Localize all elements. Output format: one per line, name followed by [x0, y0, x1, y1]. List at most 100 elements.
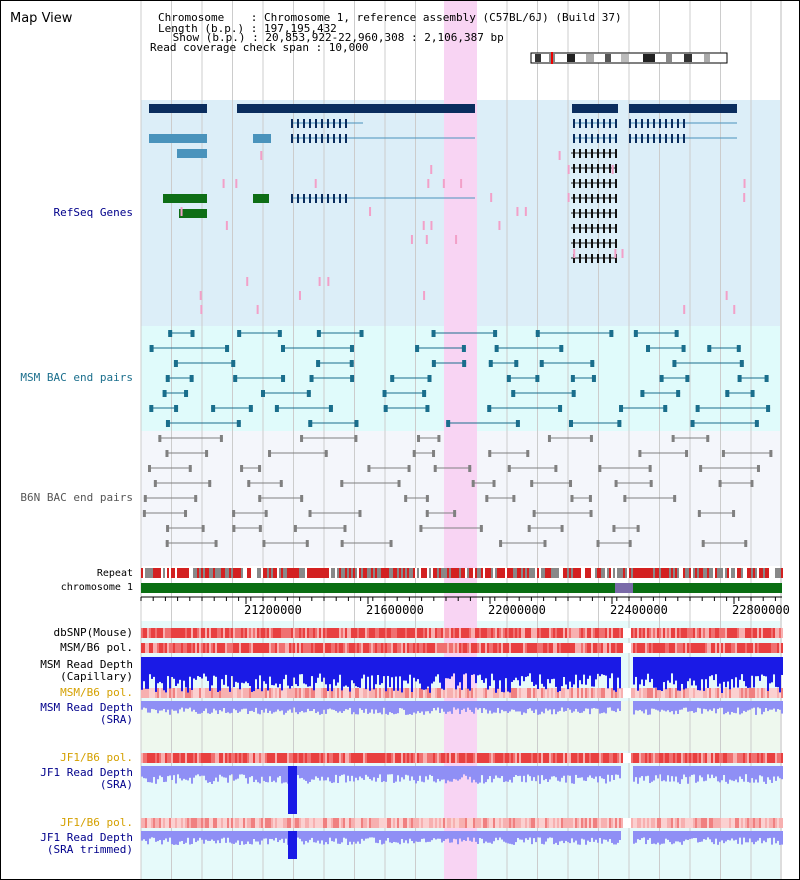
msm-b6-pol-strip-2: [513, 688, 515, 698]
msm-b6-pol-strip-2: [293, 688, 295, 698]
dbsnp-strip: [639, 628, 641, 638]
msm-depth-sra-bar: [653, 701, 655, 709]
repeat-segment: [599, 568, 601, 578]
gene-exon: [573, 134, 575, 143]
msm-b6-pol-strip-2: [701, 688, 703, 698]
msm-depth-capillary-bar: [659, 657, 661, 691]
msm-b6-pol-strip: [231, 643, 233, 653]
jf1-b6-pol-strip: [529, 753, 531, 763]
gene-exon: [591, 224, 593, 233]
jf1-b6-pol-strip: [519, 753, 521, 763]
jf1-b6-pol-strip-2: [549, 818, 551, 828]
msm-b6-pol-strip: [409, 643, 411, 653]
msm-b6-pol-strip-2: [591, 688, 593, 698]
msm-b6-pol-strip: [457, 643, 459, 653]
msm-b6-pol-strip: [407, 643, 409, 653]
msm-depth-capillary-bar: [615, 657, 617, 692]
dbsnp-strip: [561, 628, 563, 638]
jf1-b6-pol-strip: [147, 753, 149, 763]
gene-exon: [609, 254, 611, 263]
jf1-b6-pol-strip: [531, 753, 533, 763]
dbsnp-strip: [305, 628, 307, 638]
jf1-b6-pol-strip-2: [635, 818, 637, 828]
repeat-segment: [471, 568, 473, 578]
jf1-depth-sra-bar: [563, 766, 565, 776]
jf1-b6-pol-strip: [195, 753, 197, 763]
jf1-b6-pol-strip-2: [455, 818, 457, 828]
jf1-b6-pol-strip-2: [145, 818, 147, 828]
jf1-b6-pol-strip-2: [239, 818, 241, 828]
jf1-b6-pol-strip-2: [353, 818, 355, 828]
jf1-b6-pol-strip: [301, 753, 303, 763]
jf1-depth-trimmed-bar: [527, 831, 529, 840]
repeat-segment: [235, 568, 237, 578]
msm-depth-capillary-bar: [333, 657, 335, 680]
repeat-segment: [589, 568, 591, 578]
gene-exon: [629, 119, 631, 128]
refseq-pink-mark: [430, 221, 433, 230]
jf1-b6-pol-strip-2: [531, 818, 533, 828]
repeat-segment: [213, 568, 215, 578]
msm-bac-end: [354, 420, 359, 427]
b6n-bac-end: [636, 525, 640, 532]
msm-depth-sra-bar: [513, 701, 515, 710]
msm-b6-pol-strip-2: [423, 688, 425, 698]
jf1-b6-pol-strip: [207, 753, 209, 763]
jf1-depth-sra-bar: [457, 766, 459, 781]
dbsnp-strip: [689, 628, 691, 638]
msm-b6-pol-strip: [627, 643, 629, 653]
track-label-b6n-bac[interactable]: B6N BAC end pairs: [20, 491, 133, 504]
jf1-depth-sra-bar: [593, 766, 595, 779]
dbsnp-strip: [549, 628, 551, 638]
jf1-depth-trimmed-bar: [775, 831, 777, 844]
track-label-msm-bac[interactable]: MSM BAC end pairs: [20, 371, 133, 384]
repeat-segment: [151, 568, 153, 578]
jf1-b6-pol-strip-2: [459, 818, 461, 828]
jf1-b6-pol-strip: [461, 753, 463, 763]
dbsnp-strip: [705, 628, 707, 638]
gene-exon: [327, 119, 329, 128]
msm-bac-end: [237, 330, 242, 337]
jf1-b6-pol-strip: [497, 753, 499, 763]
jf1-depth-trimmed-bar: [331, 831, 333, 842]
msm-b6-pol-strip-2: [713, 688, 715, 698]
msm-b6-pol-strip: [345, 643, 347, 653]
msm-b6-pol-strip: [355, 643, 357, 653]
repeat-segment: [623, 568, 625, 578]
repeat-segment: [683, 568, 685, 578]
msm-depth-capillary-bar: [535, 657, 537, 685]
jf1-b6-pol-strip: [189, 753, 191, 763]
jf1-depth-sra-bar: [517, 766, 519, 777]
dbsnp-strip: [201, 628, 203, 638]
refseq-gene-feature: [177, 149, 207, 158]
msm-depth-sra-bar: [233, 701, 235, 709]
repeat-segment: [745, 568, 747, 578]
dbsnp-strip: [379, 628, 381, 638]
dbsnp-strip: [747, 628, 749, 638]
msm-b6-pol-strip: [671, 643, 673, 653]
jf1-depth-sra-bar: [361, 766, 363, 779]
jf1-depth-trimmed-bar: [411, 831, 413, 842]
jf1-b6-pol-strip-2: [681, 818, 683, 828]
jf1-b6-pol-strip-2: [511, 818, 513, 828]
msm-b6-pol-strip: [467, 643, 469, 653]
jf1-b6-pol-strip-2: [155, 818, 157, 828]
msm-b6-pol-strip: [681, 643, 683, 653]
repeat-segment: [211, 568, 213, 578]
jf1-b6-pol-strip-2: [477, 818, 479, 828]
jf1-depth-trimmed-bar: [563, 831, 565, 844]
jf1-depth-sra-bar: [347, 766, 349, 776]
jf1-depth-sra-bar: [441, 766, 443, 780]
msm-b6-pol-strip-2: [653, 688, 655, 698]
track-label-refseq-genes[interactable]: RefSeq Genes: [53, 206, 133, 219]
msm-depth-capillary-bar: [657, 657, 659, 691]
msm-b6-pol-strip-2: [529, 688, 531, 698]
jf1-depth-sra-bar: [237, 766, 239, 779]
jf1-b6-pol-strip-2: [391, 818, 393, 828]
jf1-depth-trimmed-bar: [593, 831, 595, 842]
msm-depth-sra-bar: [221, 701, 223, 712]
msm-b6-pol-strip-2: [231, 688, 233, 698]
msm-b6-pol-strip: [245, 643, 247, 653]
msm-b6-pol-strip: [763, 643, 765, 653]
